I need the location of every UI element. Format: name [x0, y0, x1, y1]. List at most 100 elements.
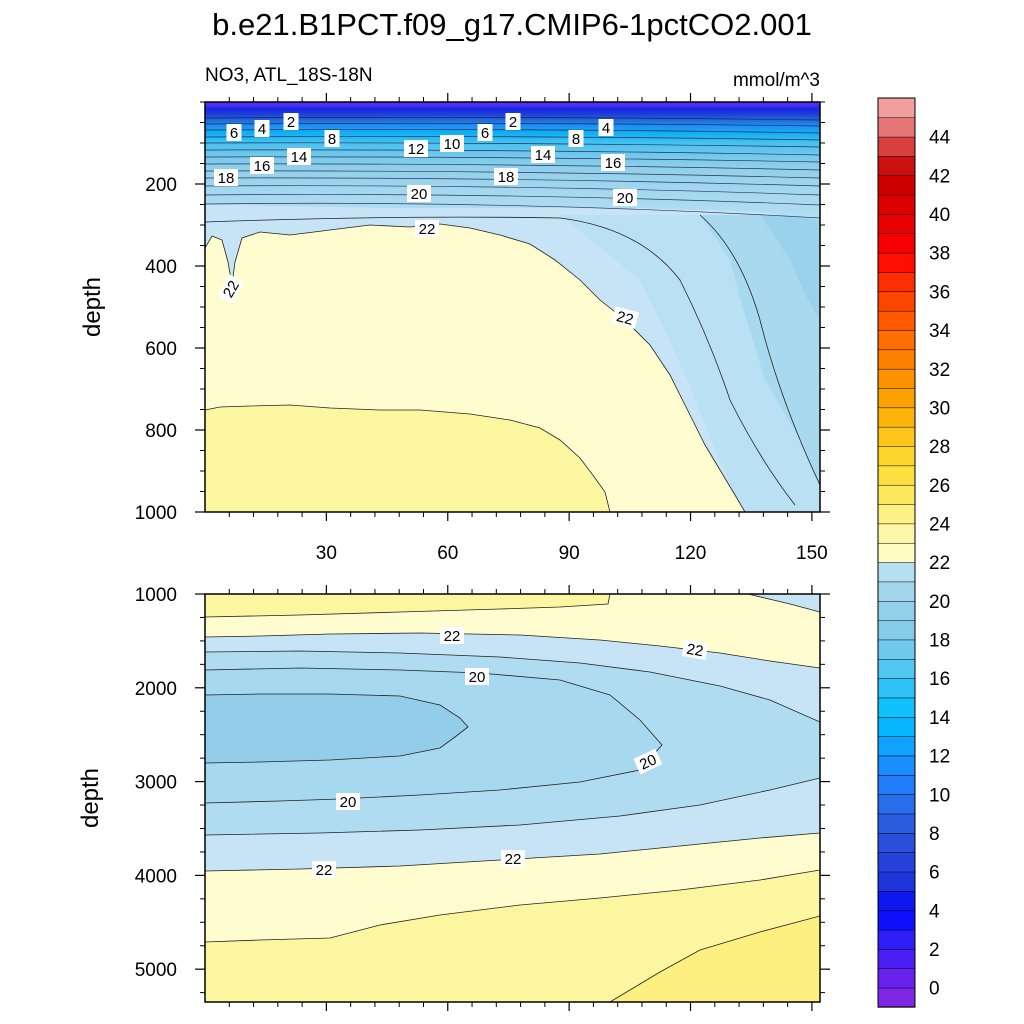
- colorbar-label: 44: [929, 128, 951, 149]
- contour-label-bg: [465, 668, 489, 685]
- contour-label-bg: [505, 113, 521, 130]
- contour-label: 20: [336, 793, 360, 811]
- contour-label-text: 4: [602, 120, 610, 137]
- contour-label: 4: [598, 119, 614, 137]
- colorbar-box: [877, 561, 916, 583]
- contour-label-text: 6: [230, 125, 238, 142]
- contour-label-text: 18: [498, 169, 515, 186]
- colorbar-box: [877, 97, 916, 118]
- contour-label-text: 2: [509, 114, 517, 131]
- contour-label: 8: [324, 130, 340, 148]
- colorbar-box: [877, 716, 916, 737]
- bottom-region-blue-topright: [748, 594, 820, 612]
- contour-label-text: 20: [411, 186, 428, 203]
- contour-label-text: 2: [287, 114, 295, 131]
- colorbar-box: [877, 426, 916, 447]
- contour-label-bg: [633, 748, 663, 775]
- colorbar-box: [877, 735, 916, 757]
- top-region-blue-19: [700, 215, 820, 485]
- contour-label-bg: [250, 157, 274, 174]
- colorbar-label: 32: [929, 360, 950, 381]
- colorbar-box: [877, 697, 916, 718]
- contour-label-bg: [501, 850, 525, 867]
- colorbar-box: [877, 387, 916, 409]
- contour-label-bg: [598, 119, 614, 136]
- colorbar-label: 24: [929, 514, 951, 535]
- contour-label-bg: [226, 124, 242, 141]
- bottom-panel-ticks: 1000 2000 3000 4000 5000: [135, 585, 830, 1011]
- y-tick-label: 1000: [135, 503, 177, 524]
- contour-label-text: 20: [340, 794, 357, 811]
- panel-subtitle-left: NO3, ATL_18S-18N: [205, 65, 373, 86]
- contour-label-bg: [287, 148, 311, 165]
- figure-title: b.e21.B1PCT.f09_g17.CMIP6-1pctCO2.001: [212, 7, 812, 42]
- bottom-panel-contour-labels: 22 22 20 20 20 22 22: [312, 627, 709, 879]
- panel-subtitle-right: mmol/m^3: [733, 70, 820, 91]
- contour-label: 2: [505, 113, 521, 131]
- colorbar-box: [877, 581, 916, 602]
- contour-label-text: 20: [637, 751, 659, 773]
- colorbar-box: [877, 271, 916, 293]
- contour-label-text: 22: [419, 221, 436, 238]
- contour-label: 22: [217, 274, 244, 304]
- contour-label: 8: [568, 130, 584, 148]
- contour-label: 18: [494, 168, 518, 186]
- contour-label: 20: [465, 668, 489, 686]
- contour-label: 4: [254, 120, 270, 138]
- contour-label: 22: [415, 220, 439, 238]
- contour-label-text: 16: [605, 155, 622, 172]
- contour-label-bg: [613, 189, 637, 206]
- colorbar-label: 2: [929, 940, 940, 961]
- contour-label-bg: [440, 135, 464, 152]
- x-tick-label: 30: [316, 543, 337, 564]
- contour-label-bg: [283, 113, 299, 130]
- contour-label: 16: [250, 157, 274, 175]
- colorbar-box: [877, 852, 916, 873]
- contour-label: 18: [214, 169, 238, 187]
- contour-label: 20: [633, 748, 663, 775]
- colorbar-box: [877, 368, 916, 389]
- colorbar-box: [877, 291, 916, 312]
- colorbar-box: [877, 194, 916, 215]
- y-tick-label: 800: [145, 421, 177, 442]
- contour-label: 22: [611, 306, 639, 329]
- colorbar-box: [877, 252, 916, 273]
- colorbar-box: [877, 813, 916, 834]
- colorbar-box: [877, 407, 916, 428]
- y-tick-label: 600: [145, 339, 177, 360]
- contour-label-bg: [440, 627, 464, 644]
- contour-label-bg: [415, 220, 439, 237]
- colorbar-label: 38: [929, 244, 950, 265]
- contour-label-text: 16: [254, 158, 271, 175]
- colorbar-label: 4: [929, 901, 940, 922]
- colorbar-label: 28: [929, 437, 950, 458]
- contour-label: 22: [681, 639, 709, 660]
- contour-label-text: 22: [220, 278, 243, 301]
- colorbar-box: [877, 136, 916, 157]
- contour-label: 22: [501, 850, 525, 868]
- colorbar-frame: [877, 97, 916, 1008]
- colorbar-box: [877, 619, 916, 641]
- contour-label: 22: [440, 627, 464, 645]
- colorbar-box: [877, 484, 916, 505]
- contour-label-bg: [681, 639, 709, 660]
- y-tick-label: 3000: [135, 773, 177, 794]
- colorbar-box: [877, 117, 916, 138]
- y-tick-label: 1000: [135, 585, 177, 606]
- y-tick-label: 200: [145, 175, 177, 196]
- contour-label-text: 8: [328, 131, 336, 148]
- colorbar-box: [877, 349, 916, 370]
- top-panel-contour-labels: 2 4 6 2 6 4 8 8 10 12 14 14 16 16 18 18 20 20 22 22 22: [214, 113, 639, 329]
- colorbar-box: [877, 600, 916, 621]
- top-panel: 30 60 90 120 150 200 400 600 800 1000 2 4 6 2 6 4 8 8 10 1…: [79, 93, 830, 564]
- contour-label-text: 6: [481, 125, 489, 142]
- colorbar-label: 30: [929, 398, 950, 419]
- colorbar-box: [877, 832, 916, 853]
- contour-label-bg: [324, 130, 340, 147]
- colorbar-box: [877, 929, 916, 950]
- contour-label: 6: [226, 124, 242, 142]
- contour-label-text: 22: [505, 851, 522, 868]
- colorbar-box: [877, 890, 916, 911]
- colorbar-label: 10: [929, 785, 950, 806]
- bottom-region-yellow-26: [610, 916, 820, 1002]
